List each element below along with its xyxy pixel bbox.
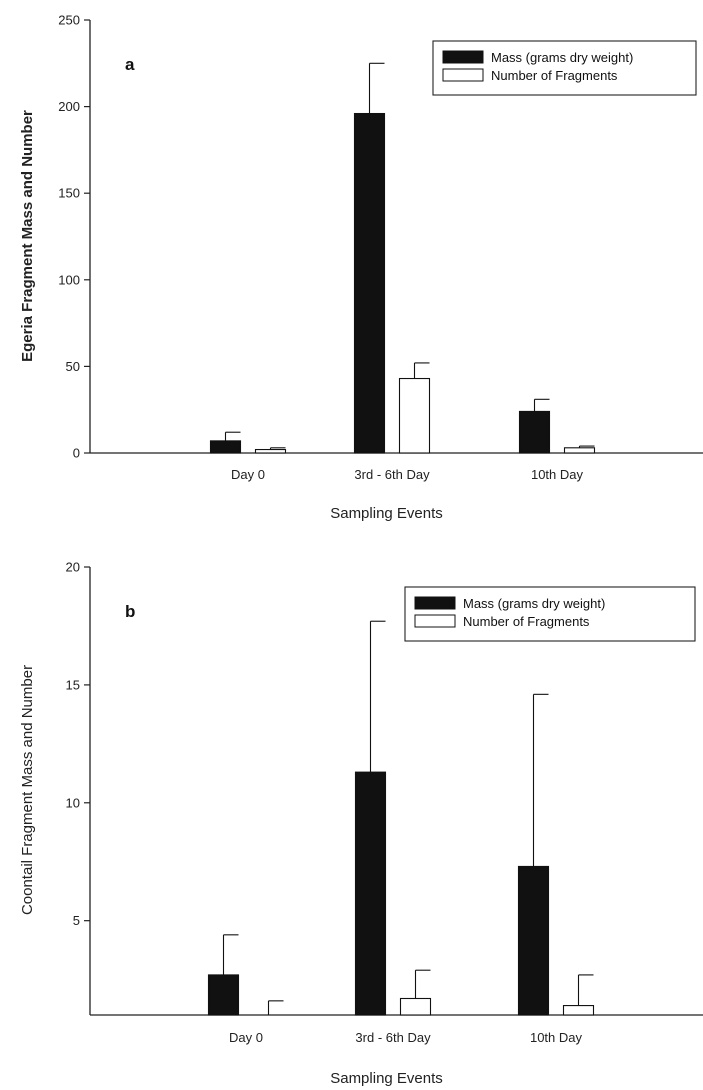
x-tick-label: Day 0 xyxy=(229,1030,263,1045)
bar-mass xyxy=(354,771,387,1016)
y-tick-label: 20 xyxy=(66,560,80,575)
y-tick-label: 5 xyxy=(73,913,80,928)
x-tick-label: 10th Day xyxy=(530,1030,583,1045)
bar-mass xyxy=(517,865,550,1016)
y-tick-label: 200 xyxy=(58,99,80,114)
y-axis-title: Coontail Fragment Mass and Number xyxy=(19,665,36,915)
chart-panel-a: 0 50 100 150 200 250 Day 0 3rd - 6th Day 10th Da… xyxy=(19,13,703,522)
legend-label: Mass (grams dry weight) xyxy=(491,50,633,65)
legend-box xyxy=(404,586,696,642)
panel-letter: b xyxy=(125,602,135,621)
y-axis-title: Egeria Fragment Mass and Number xyxy=(19,110,36,362)
y-tick-label: 150 xyxy=(58,186,80,201)
legend-swatch xyxy=(442,68,484,82)
y-tick-label: 50 xyxy=(66,359,80,374)
legend-swatch xyxy=(414,614,456,628)
y-tick-label: 250 xyxy=(58,13,80,28)
x-axis-title: Sampling Events xyxy=(330,505,443,522)
legend-swatch xyxy=(442,50,484,64)
bar-count xyxy=(562,1005,595,1016)
bar-count xyxy=(254,448,287,454)
chart-panel-b: 5 10 15 20 Day 0 3rd - 6th Day 10th Day b Sampli… xyxy=(19,560,703,1087)
bar-mass xyxy=(209,440,242,454)
y-tick-label: 0 xyxy=(73,446,80,461)
bar-mass xyxy=(518,410,551,454)
legend: Mass (grams dry weight) Number of Fragmen… xyxy=(404,586,696,642)
bar-mass xyxy=(353,112,386,454)
panel-letter: a xyxy=(125,55,135,74)
legend: Mass (grams dry weight) Number of Fragmen… xyxy=(432,40,697,96)
y-tick-label: 100 xyxy=(58,272,80,287)
bar-count xyxy=(563,447,596,454)
x-tick-label: 10th Day xyxy=(531,467,584,482)
y-tick-label: 15 xyxy=(66,677,80,692)
bar-count xyxy=(398,377,431,454)
bar-mass xyxy=(207,974,240,1016)
x-tick-label: 3rd - 6th Day xyxy=(355,1030,431,1045)
x-axis-title: Sampling Events xyxy=(330,1070,443,1087)
legend-box xyxy=(432,40,697,96)
bar-count xyxy=(399,997,432,1016)
legend-swatch xyxy=(414,596,456,610)
x-tick-label: 3rd - 6th Day xyxy=(354,467,430,482)
legend-label: Number of Fragments xyxy=(463,614,590,629)
legend-label: Mass (grams dry weight) xyxy=(463,596,605,611)
y-tick-label: 10 xyxy=(66,795,80,810)
legend-label: Number of Fragments xyxy=(491,68,618,83)
x-tick-label: Day 0 xyxy=(231,467,265,482)
